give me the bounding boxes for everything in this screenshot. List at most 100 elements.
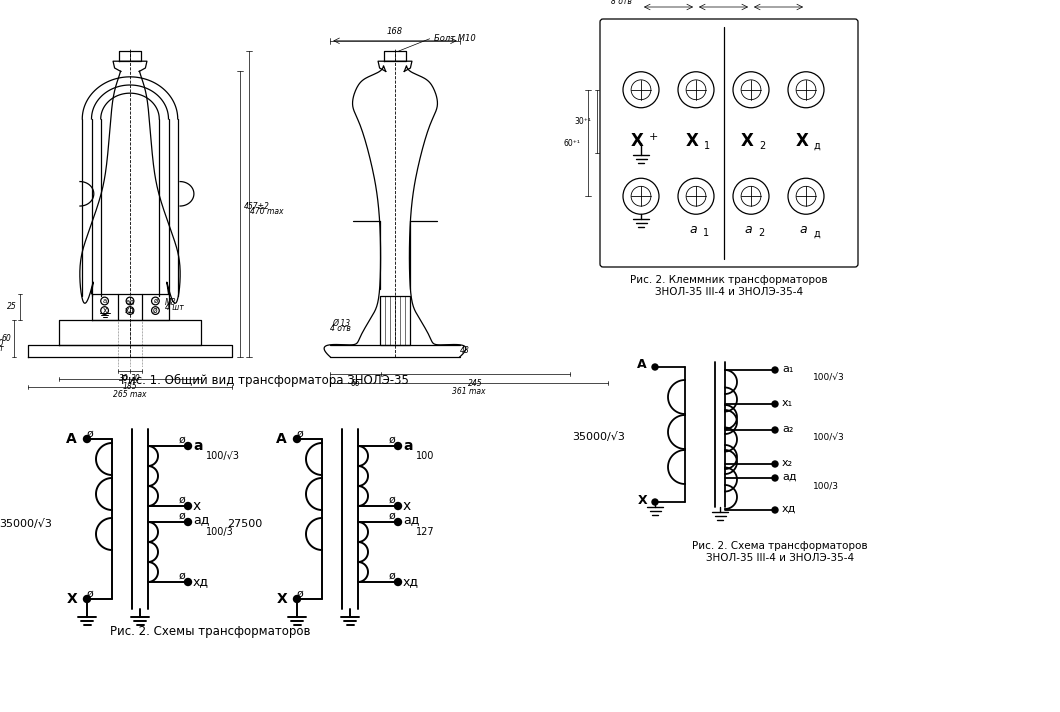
Text: 127: 127 (416, 527, 435, 537)
Circle shape (184, 518, 192, 525)
Text: Болт М10: Болт М10 (434, 34, 475, 43)
Text: x: x (193, 499, 201, 513)
Circle shape (772, 475, 778, 481)
Text: ø: ø (178, 571, 186, 581)
Text: 1: 1 (703, 229, 709, 239)
Text: 25⁺¹: 25⁺¹ (771, 0, 787, 1)
Text: 457±2: 457±2 (244, 201, 269, 211)
Text: a: a (744, 223, 752, 236)
Text: 4 шт: 4 шт (165, 303, 183, 312)
Text: aд: aд (193, 513, 210, 526)
Text: X: X (686, 132, 699, 150)
Text: ø: ø (153, 306, 158, 315)
Text: 30: 30 (130, 374, 141, 383)
Text: M8: M8 (165, 298, 176, 307)
Circle shape (294, 436, 300, 442)
Circle shape (652, 364, 658, 370)
Text: X: X (277, 592, 287, 606)
Text: a: a (193, 439, 202, 453)
Text: X: X (631, 132, 643, 150)
Text: aд: aд (125, 298, 135, 304)
Text: 2: 2 (759, 141, 765, 151)
Text: Рис. 2. Схема трансформаторов
ЗНОЛ-35 III-4 и ЗНОЛЭ-35-4: Рис. 2. Схема трансформаторов ЗНОЛ-35 II… (692, 541, 868, 562)
Text: 245: 245 (467, 379, 482, 387)
Text: 25: 25 (7, 302, 17, 311)
Text: 25⁺¹: 25⁺¹ (660, 0, 677, 1)
Text: 100/√3: 100/√3 (813, 374, 845, 382)
Text: д: д (813, 229, 819, 239)
Text: x₂: x₂ (782, 458, 793, 468)
Text: 100/3: 100/3 (813, 481, 840, 491)
Text: ø: ø (87, 589, 93, 599)
Text: x: x (403, 499, 411, 513)
Text: a₂: a₂ (782, 424, 793, 434)
Text: ø: ø (388, 495, 395, 505)
Text: X: X (637, 493, 647, 506)
Circle shape (772, 461, 778, 467)
Circle shape (84, 436, 90, 442)
Text: 168: 168 (387, 27, 403, 36)
Circle shape (652, 499, 658, 505)
Text: aд: aд (403, 513, 420, 526)
Circle shape (184, 578, 192, 585)
Circle shape (772, 367, 778, 373)
Text: 4 отв: 4 отв (330, 324, 351, 333)
Text: Рис. 2. Клеммник трансформаторов
ЗНОЛ-35 III-4 и ЗНОЛЭ-35-4: Рис. 2. Клеммник трансформаторов ЗНОЛ-35… (631, 276, 828, 297)
Text: 361 max: 361 max (453, 387, 485, 397)
Text: ø: ø (178, 435, 186, 445)
Text: x: x (103, 306, 107, 315)
Text: 66: 66 (351, 379, 360, 387)
Text: Рис. 1. Общий вид трансформатора ЗНОЛЭ-35: Рис. 1. Общий вид трансформатора ЗНОЛЭ-3… (121, 374, 409, 387)
Circle shape (394, 442, 402, 449)
Text: ø: ø (87, 429, 93, 439)
Text: ø: ø (388, 511, 395, 521)
Text: ø: ø (154, 298, 158, 304)
Text: 60⁺¹: 60⁺¹ (563, 139, 580, 147)
Text: a: a (403, 439, 412, 453)
Circle shape (184, 503, 192, 510)
Circle shape (394, 518, 402, 525)
Text: X: X (66, 592, 77, 606)
Text: ø: ø (178, 495, 186, 505)
Text: 27500: 27500 (227, 519, 262, 529)
Text: a: a (103, 298, 107, 304)
Text: 470 max: 470 max (250, 207, 284, 216)
Text: 8 отв: 8 отв (611, 0, 632, 6)
Text: 100/√3: 100/√3 (206, 451, 240, 461)
Text: ø: ø (388, 571, 395, 581)
Circle shape (394, 578, 402, 585)
Bar (379, 295, 410, 345)
Text: 30: 30 (120, 374, 129, 383)
Text: 185: 185 (123, 382, 138, 392)
Text: ø: ø (178, 511, 186, 521)
Text: 265 max: 265 max (113, 390, 146, 399)
Text: 35000/√3: 35000/√3 (0, 519, 52, 529)
Circle shape (772, 507, 778, 513)
Text: X: X (741, 132, 754, 150)
Text: 60: 60 (1, 334, 11, 342)
Circle shape (772, 427, 778, 433)
Text: xд: xд (193, 575, 209, 589)
Circle shape (294, 595, 300, 602)
Text: M10: M10 (0, 339, 4, 348)
Text: A: A (277, 432, 287, 446)
Text: a₁: a₁ (782, 364, 793, 374)
Text: ø: ø (297, 429, 304, 439)
Text: 2: 2 (758, 229, 764, 239)
Text: Рис. 2. Схемы трансформаторов: Рис. 2. Схемы трансформаторов (110, 626, 311, 639)
Text: ø: ø (297, 589, 304, 599)
Text: A: A (66, 432, 77, 446)
Circle shape (184, 442, 192, 449)
Text: x₁: x₁ (782, 398, 793, 408)
Text: xд: xд (403, 575, 419, 589)
Text: X: X (796, 132, 809, 150)
Circle shape (84, 595, 90, 602)
Circle shape (772, 401, 778, 407)
Text: 2 шт: 2 шт (0, 345, 4, 353)
Text: A: A (637, 359, 647, 372)
Text: +: + (649, 132, 658, 142)
Text: aд: aд (782, 472, 797, 482)
Text: 30⁺¹: 30⁺¹ (575, 117, 591, 126)
Text: 1: 1 (704, 141, 710, 151)
Text: 100/√3: 100/√3 (813, 434, 845, 442)
